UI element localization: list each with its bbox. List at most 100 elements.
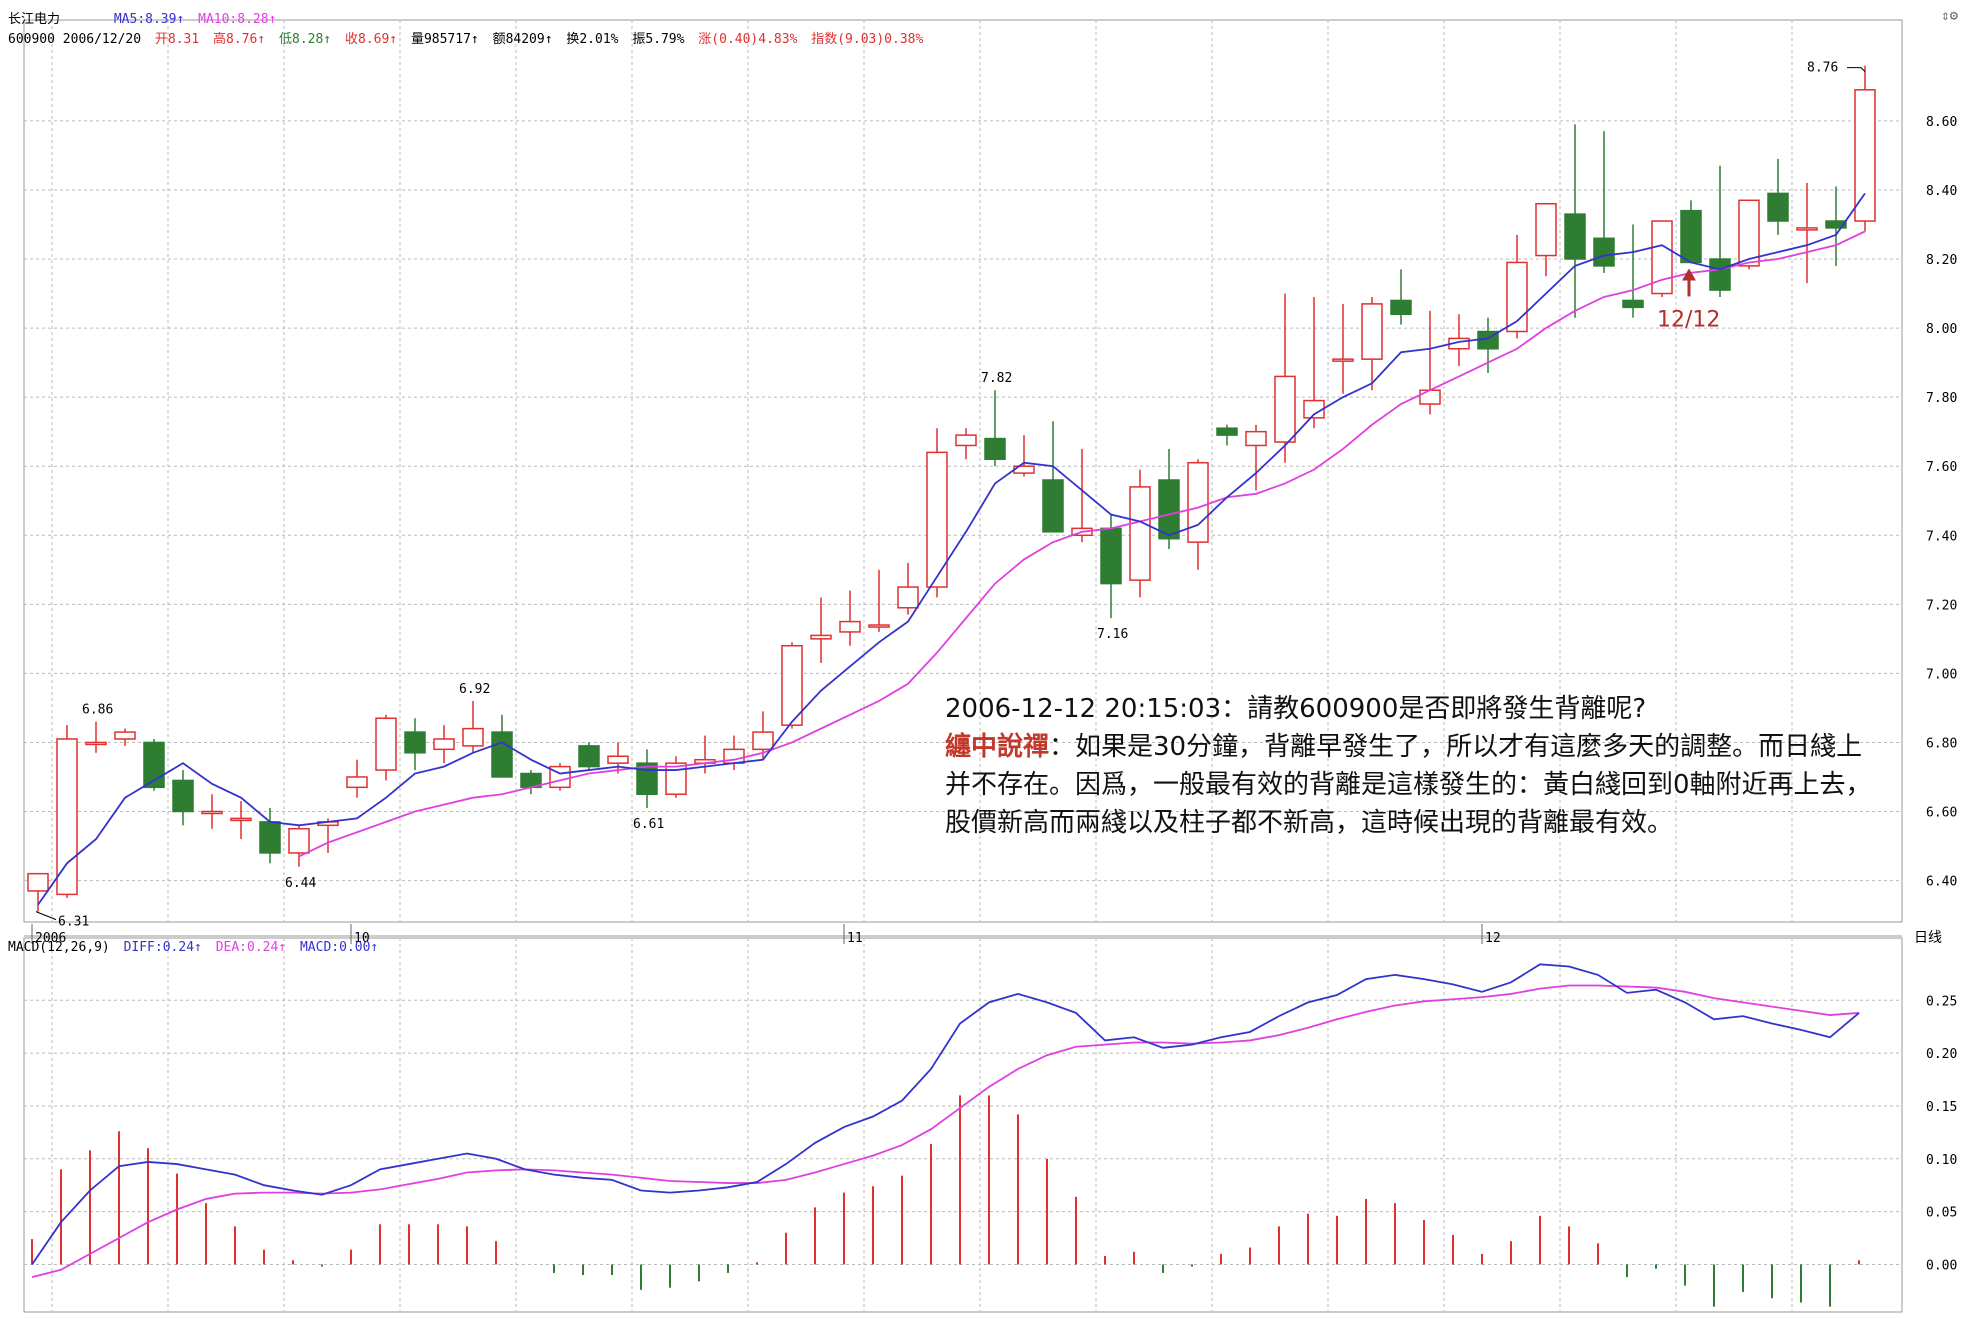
macd-params: MACD(12,26,9) (8, 940, 110, 955)
amount-value: 额84209↑ (492, 32, 553, 47)
candle-down (172, 779, 194, 813)
date-tick-label: 10 (354, 931, 370, 946)
close-value: 收8.69↑ (344, 32, 398, 47)
candle-up (346, 776, 368, 789)
price-panel-frame (23, 19, 1903, 923)
open-value: 开8.31 (154, 32, 200, 47)
candle-up (288, 828, 310, 854)
annotation-question: 2006-12-12 20:15:03：請教600900是否即將發生背離呢? (945, 694, 1647, 724)
candle-up (897, 586, 919, 609)
price-label: 6.31 (58, 915, 89, 930)
index-value: 指数(9.03)0.38% (811, 32, 924, 47)
volume-value: 量985717↑ (410, 32, 479, 47)
macd-tick-label: 0.00 (1926, 1258, 1957, 1273)
candle-down (1767, 192, 1789, 222)
candle-down (404, 731, 426, 754)
price-tick-label: 8.00 (1926, 322, 1957, 337)
price-tick-label: 8.20 (1926, 253, 1957, 268)
date-tick-label: 12 (1485, 931, 1501, 946)
candle-up (375, 717, 397, 771)
candle-down (143, 741, 165, 789)
macd-tick-label: 0.10 (1926, 1153, 1957, 1168)
ma5-value: MA5:8.39↑ (113, 12, 185, 27)
annotation-reply: 纏中說禪：如果是30分鐘，背離早發生了，所以才有這麼多天的調整。而日綫上并不存在… (945, 728, 1885, 842)
macd-tick-label: 0.25 (1926, 994, 1957, 1009)
candle-down (1825, 220, 1847, 229)
candle-up (1506, 261, 1528, 333)
candle-up (462, 727, 484, 747)
macd-panel-frame (23, 937, 1903, 1313)
candle-up (201, 810, 223, 815)
dea-value: DEA:0.24↑ (215, 940, 287, 955)
date-tick-label: 2006 (35, 931, 66, 946)
price-tick-label: 8.40 (1926, 184, 1957, 199)
amplitude-value: 振5.79% (632, 32, 685, 47)
price-tick-label: 7.80 (1926, 391, 1957, 406)
candle-up (85, 741, 107, 746)
macd-header: MACD(12,26,9) DIFF:0.24↑ DEA:0.24↑ MACD:… (8, 940, 384, 955)
price-label: 8.76 (1807, 61, 1838, 76)
macd-tick-label: 0.05 (1926, 1206, 1957, 1221)
price-label: 6.86 (82, 703, 113, 718)
price-tick-label: 7.00 (1926, 667, 1957, 682)
diff-line (31, 963, 1860, 1265)
stock-name: 长江电力 (8, 12, 61, 27)
candle-up (955, 434, 977, 447)
candle-up (839, 620, 861, 633)
annotation-text: 2006-12-12 20:15:03：請教600900是否即將發生背離呢? 纏… (945, 690, 1885, 842)
candle-up (1274, 375, 1296, 443)
date-tick-label: 11 (847, 931, 863, 946)
candle-up (433, 738, 455, 751)
turnover-value: 换2.01% (566, 32, 619, 47)
candle-up (56, 738, 78, 896)
code-date: 600900 2006/12/20 (8, 32, 142, 47)
candle-up (868, 624, 890, 628)
candle-up (607, 755, 629, 764)
price-tick-label: 6.80 (1926, 736, 1957, 751)
candle-up (114, 731, 136, 740)
price-tick-label: 6.40 (1926, 875, 1957, 890)
candle-up (810, 634, 832, 640)
candle-up (1332, 358, 1354, 362)
ma10-line (298, 230, 1866, 858)
price-label: 6.44 (285, 876, 316, 891)
candle-down (259, 821, 281, 854)
price-label-leader (1847, 67, 1866, 72)
annotation-speaker: 纏中說禪 (945, 732, 1050, 762)
candle-down (1709, 258, 1731, 291)
high-value: 高8.76↑ (213, 32, 266, 47)
candle-down (1390, 299, 1412, 315)
candle-down (578, 745, 600, 768)
candle-up (1419, 389, 1441, 405)
candle-up (781, 645, 803, 726)
candle-up (1187, 461, 1209, 543)
macd-tick-label: 0.20 (1926, 1047, 1957, 1062)
price-tick-label: 7.60 (1926, 460, 1957, 475)
candle-down (1042, 479, 1064, 533)
settings-icon[interactable]: ⇕⚙ (1941, 8, 1958, 24)
candle-up (752, 731, 774, 751)
arrow-annotation-label: 12/12 (1657, 307, 1720, 332)
candle-down (1100, 527, 1122, 585)
change-value: 涨(0.40)4.83% (698, 32, 798, 47)
macd-tick-label: 0.15 (1926, 1100, 1957, 1115)
candle-down (1564, 213, 1586, 260)
candle-up (230, 817, 252, 822)
candle-down (1158, 479, 1180, 540)
price-label: 6.92 (459, 682, 490, 697)
dea-line (31, 984, 1860, 1279)
price-label: 7.82 (981, 371, 1012, 386)
price-label: 7.16 (1097, 627, 1128, 642)
candle-up (1361, 303, 1383, 360)
diff-value: DIFF:0.24↑ (123, 940, 202, 955)
arrow-annotation-head (1682, 268, 1696, 281)
candle-up (27, 872, 49, 892)
price-label: 6.61 (633, 817, 664, 832)
price-tick-label: 7.20 (1926, 598, 1957, 613)
candle-up (1854, 89, 1876, 222)
macd-value: MACD:0.00↑ (299, 940, 379, 955)
ma5-line (37, 192, 1866, 906)
candle-down (1680, 209, 1702, 264)
low-value: 低8.28↑ (279, 32, 332, 47)
